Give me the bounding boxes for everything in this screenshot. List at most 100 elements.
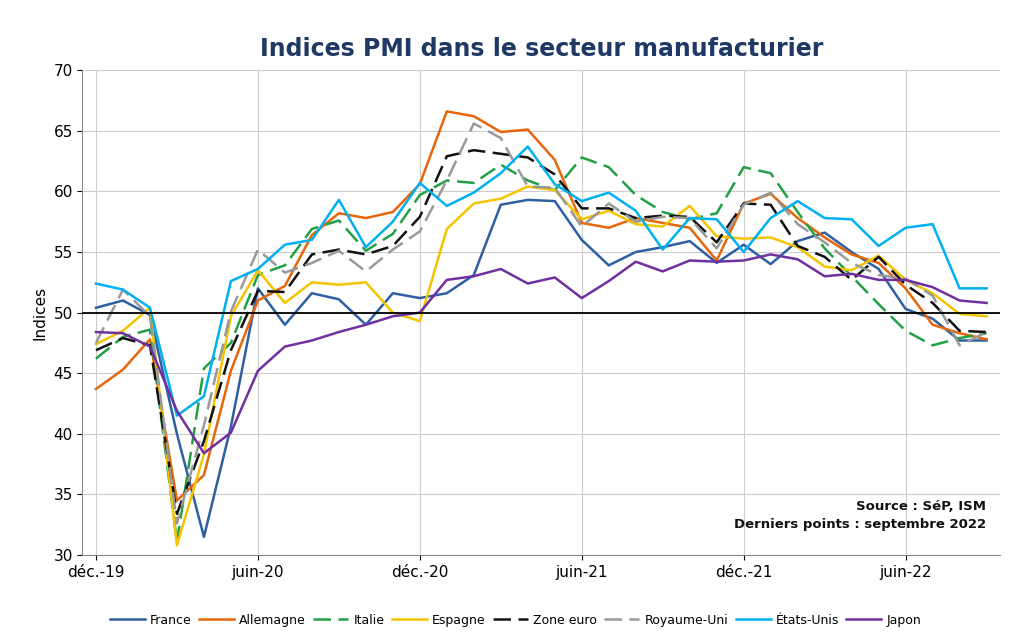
France [575, 236, 588, 244]
Italie [872, 300, 885, 308]
France [495, 201, 507, 209]
Japon [333, 328, 345, 336]
États-Unis [602, 189, 614, 197]
France [171, 430, 184, 438]
Espagne [90, 340, 102, 348]
Royaume-Uni [468, 120, 480, 128]
Japon [548, 274, 561, 281]
États-Unis [143, 304, 156, 311]
Japon [630, 258, 642, 265]
Espagne [440, 225, 453, 233]
Zone euro [792, 242, 804, 249]
Italie [143, 326, 156, 334]
Zone euro [710, 239, 723, 246]
Espagne [495, 195, 507, 202]
États-Unis [90, 279, 102, 287]
Allemagne [495, 128, 507, 136]
Royaume-Uni [495, 134, 507, 142]
France [980, 337, 993, 345]
Allemagne [198, 471, 210, 479]
Zone euro [684, 213, 696, 221]
Espagne [360, 278, 372, 286]
Espagne [413, 317, 426, 325]
France [333, 295, 345, 303]
Japon [252, 367, 264, 375]
France [737, 241, 750, 249]
États-Unis [387, 218, 399, 225]
Allemagne [710, 256, 723, 264]
Espagne [954, 310, 966, 318]
Espagne [333, 281, 345, 288]
Espagne [927, 290, 939, 297]
Royaume-Uni [602, 200, 614, 207]
Legend: France, Allemagne, Italie, Espagne, Zone euro, Royaume-Uni, États-Unis, Japon: France, Allemagne, Italie, Espagne, Zone… [105, 609, 926, 632]
Zone euro [737, 200, 750, 207]
France [710, 259, 723, 267]
Japon [845, 270, 858, 278]
Japon [171, 407, 184, 415]
Zone euro [495, 150, 507, 158]
Allemagne [819, 234, 831, 241]
États-Unis [657, 246, 669, 253]
Italie [657, 208, 669, 216]
Espagne [117, 327, 129, 334]
Text: Source : SéP, ISM
Derniers points : septembre 2022: Source : SéP, ISM Derniers points : sept… [734, 500, 987, 531]
Royaume-Uni [819, 239, 831, 246]
Japon [602, 278, 614, 285]
Line: Zone euro: Zone euro [96, 150, 987, 514]
Allemagne [737, 200, 750, 207]
Italie [333, 217, 345, 225]
États-Unis [819, 214, 831, 222]
Allemagne [171, 496, 184, 504]
Royaume-Uni [684, 214, 696, 222]
France [225, 423, 237, 431]
Italie [252, 271, 264, 279]
Royaume-Uni [413, 228, 426, 235]
Zone euro [117, 334, 129, 342]
Italie [630, 191, 642, 199]
Allemagne [117, 366, 129, 373]
Line: Espagne: Espagne [96, 186, 987, 545]
États-Unis [872, 242, 885, 249]
Royaume-Uni [522, 182, 534, 190]
Line: États-Unis: États-Unis [96, 147, 987, 416]
Italie [684, 216, 696, 223]
États-Unis [171, 412, 184, 420]
Espagne [468, 200, 480, 207]
Espagne [980, 313, 993, 320]
Italie [980, 329, 993, 337]
Royaume-Uni [278, 269, 291, 276]
France [440, 290, 453, 297]
Allemagne [872, 259, 885, 267]
États-Unis [225, 278, 237, 285]
Zone euro [198, 437, 210, 445]
Japon [980, 299, 993, 307]
États-Unis [468, 189, 480, 197]
Espagne [522, 182, 534, 190]
Zone euro [522, 154, 534, 161]
États-Unis [899, 224, 911, 232]
Allemagne [440, 108, 453, 115]
France [278, 321, 291, 329]
Royaume-Uni [954, 341, 966, 349]
Espagne [764, 234, 777, 241]
Espagne [143, 304, 156, 311]
Italie [468, 179, 480, 187]
États-Unis [278, 241, 291, 249]
France [764, 260, 777, 268]
Allemagne [413, 181, 426, 188]
Japon [143, 343, 156, 350]
Zone euro [980, 328, 993, 336]
Zone euro [657, 212, 669, 219]
Royaume-Uni [387, 246, 399, 253]
Italie [171, 538, 184, 545]
États-Unis [980, 285, 993, 292]
Zone euro [548, 170, 561, 178]
Japon [90, 328, 102, 336]
Allemagne [630, 214, 642, 222]
France [305, 290, 318, 297]
Japon [872, 276, 885, 284]
Zone euro [845, 276, 858, 284]
États-Unis [360, 243, 372, 251]
Japon [198, 449, 210, 457]
